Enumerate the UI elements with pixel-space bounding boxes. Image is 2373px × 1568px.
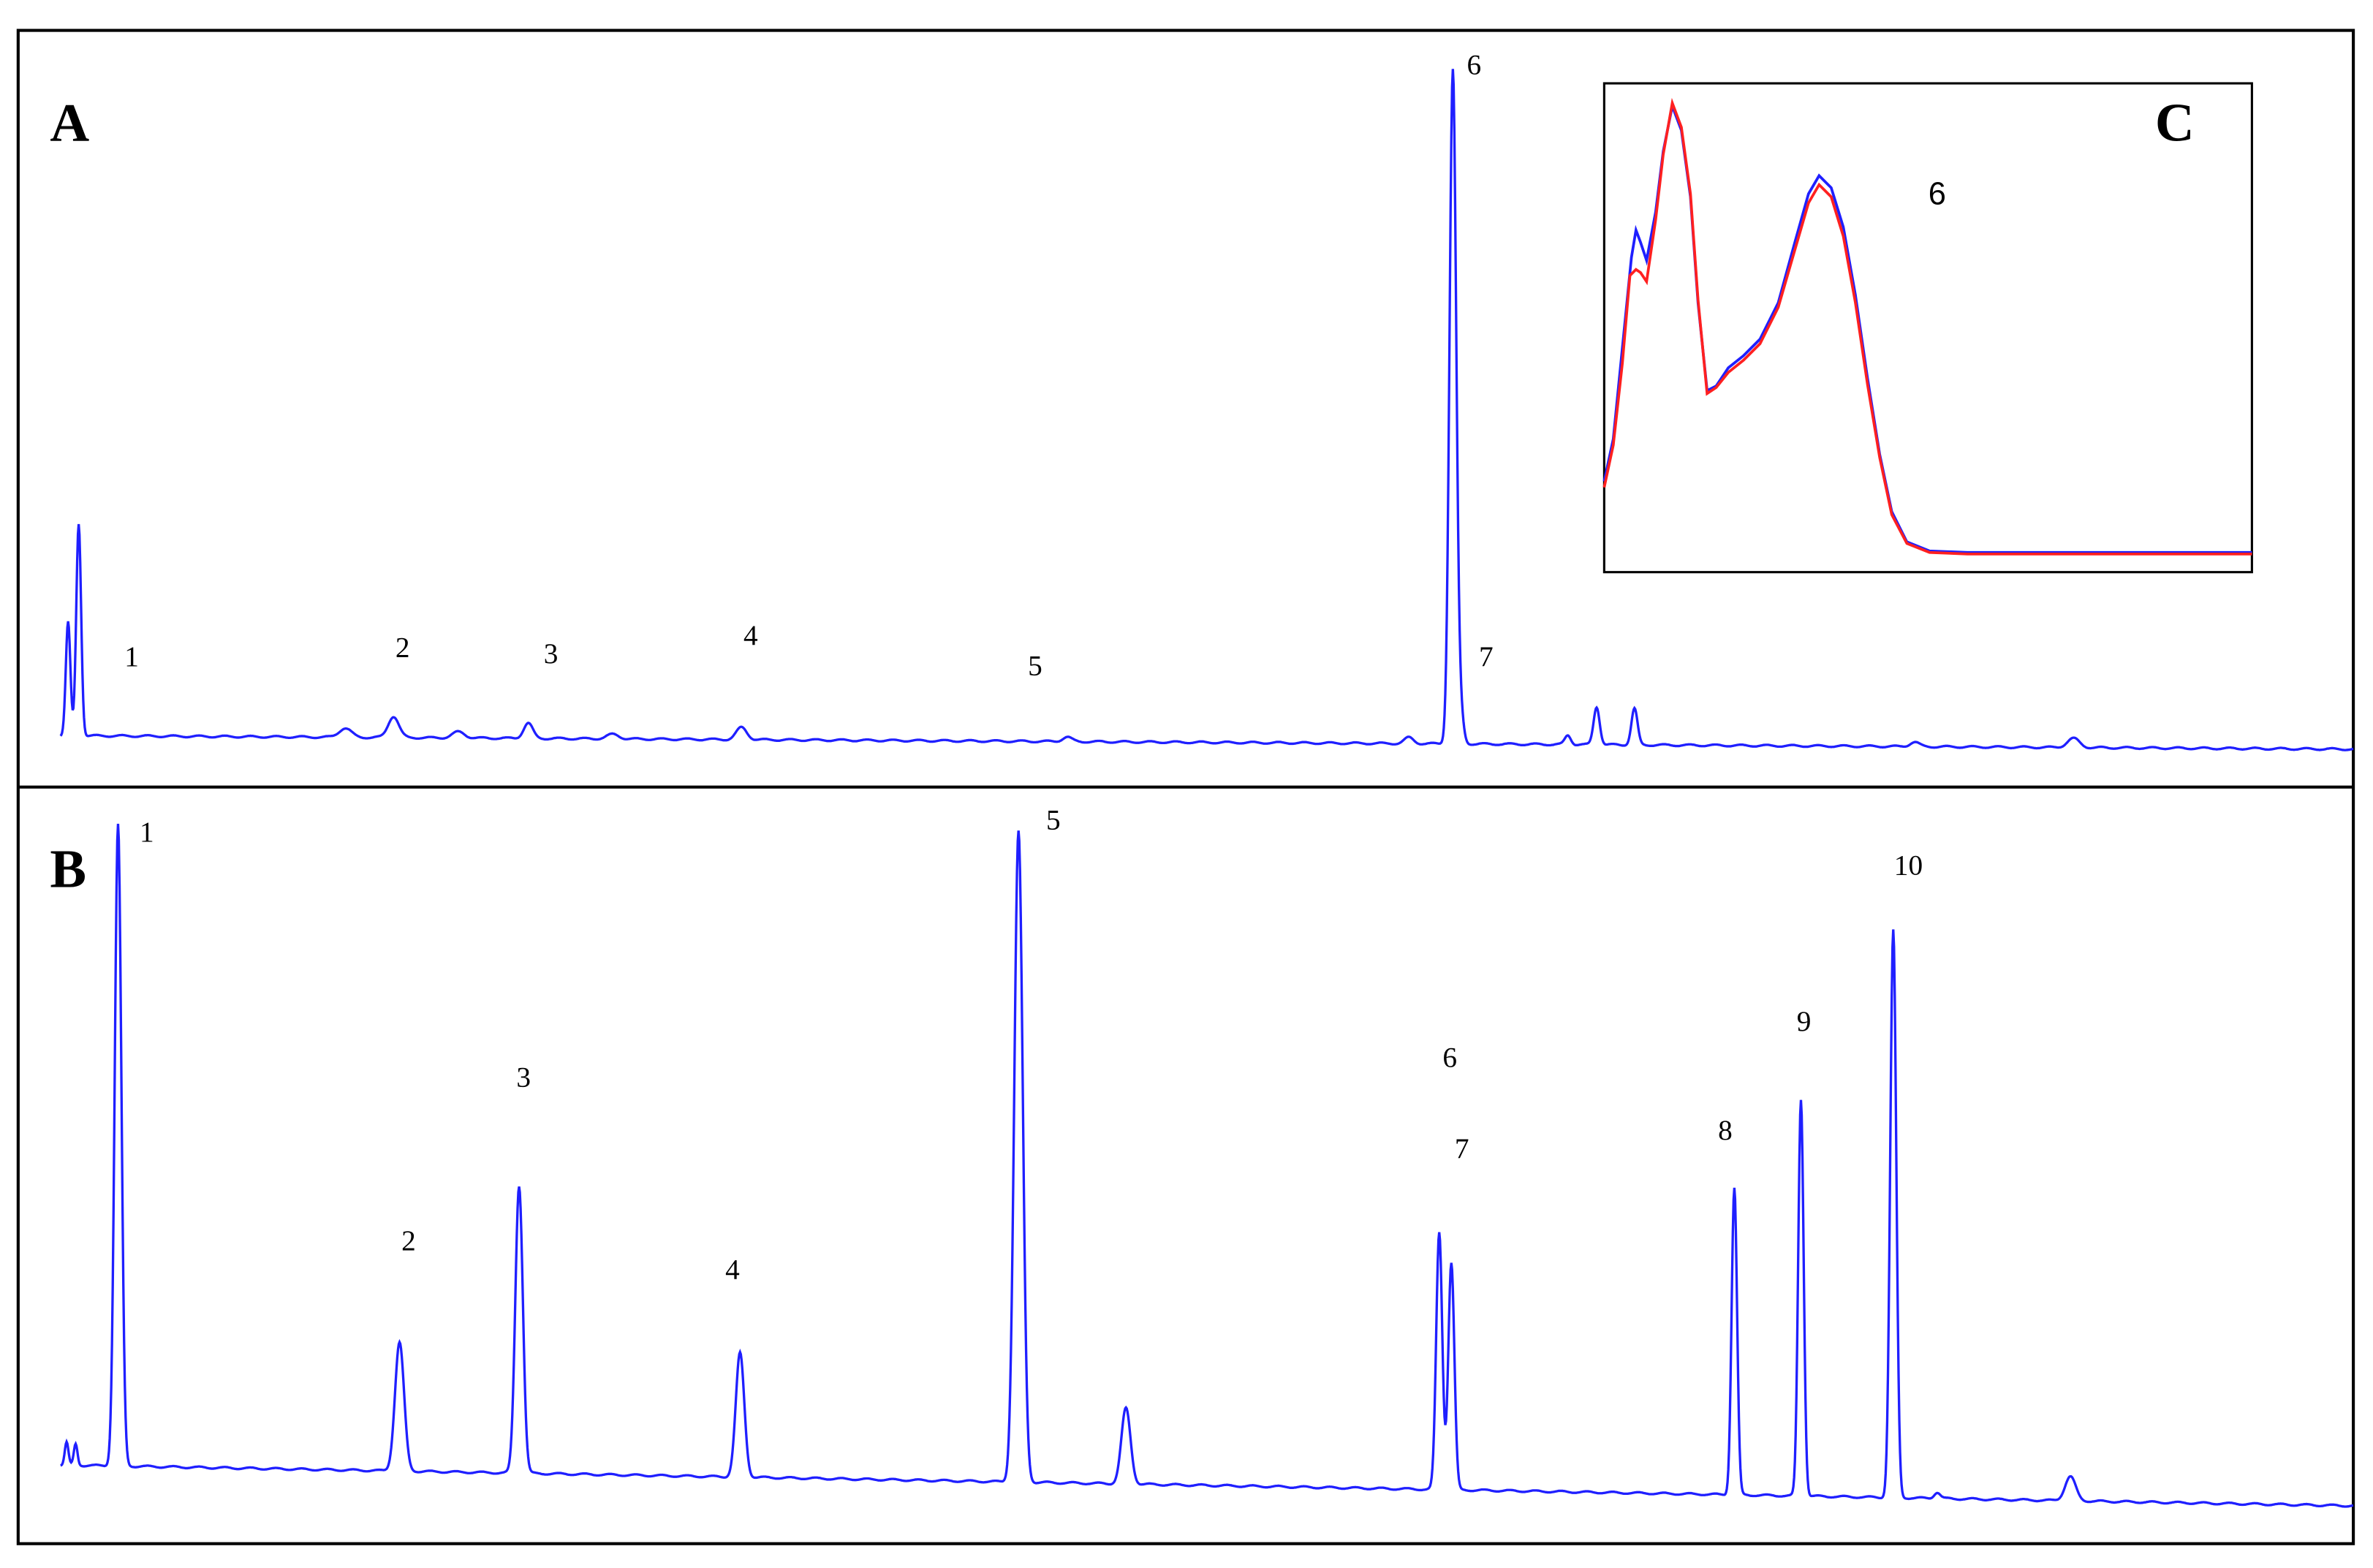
peak-label: 10 — [1894, 849, 1923, 882]
peak-label: 6 — [1929, 177, 1946, 212]
spectrum-red — [1602, 97, 2252, 556]
peak-label: 8 — [1718, 1114, 1733, 1146]
peak-label: 6 — [1442, 1042, 1457, 1074]
peak-label: 5 — [1046, 804, 1061, 836]
peak-label: 1 — [140, 816, 154, 848]
peak-label: 3 — [516, 1061, 531, 1094]
panel-label: C — [2155, 94, 2195, 154]
peak-label: 1 — [124, 640, 139, 673]
peak-label: 4 — [743, 619, 758, 651]
panel-label: A — [50, 94, 89, 154]
peak-label: 6 — [1466, 49, 1481, 81]
peak-label: 9 — [1797, 1005, 1812, 1037]
peak-label: 2 — [401, 1224, 416, 1257]
inset-frame — [1602, 82, 2253, 574]
trace-b — [60, 823, 2354, 1508]
peak-label: 7 — [1479, 640, 1494, 673]
peak-label: 3 — [544, 637, 559, 670]
trace-a — [59, 69, 2354, 751]
panel-label: B — [50, 839, 86, 899]
peak-label: 7 — [1455, 1132, 1469, 1164]
peak-label: 5 — [1028, 649, 1042, 681]
peak-label: 4 — [725, 1253, 740, 1285]
peak-label: 2 — [396, 632, 410, 664]
